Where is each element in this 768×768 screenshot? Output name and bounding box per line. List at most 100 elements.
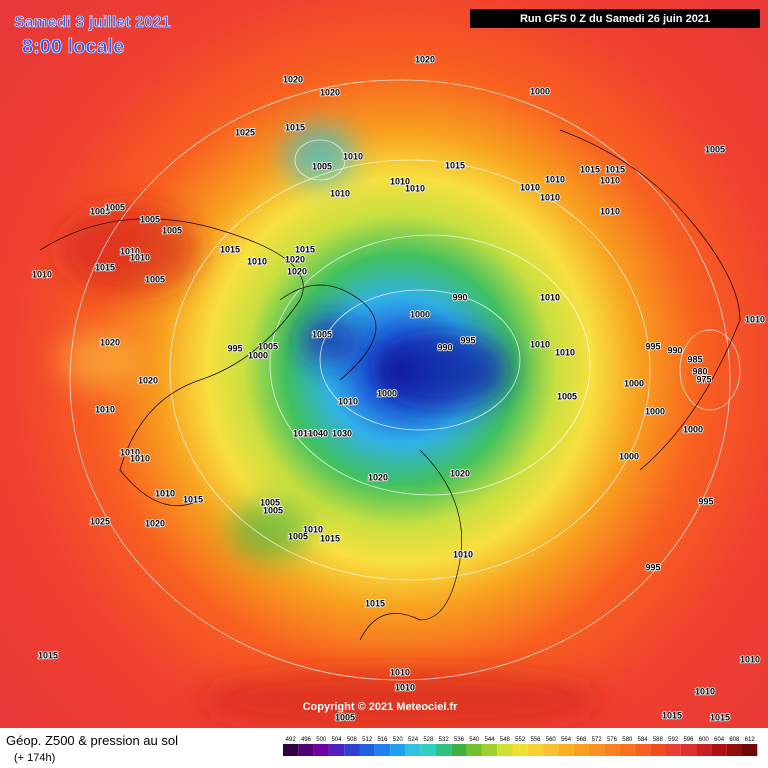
colorbar-swatch (558, 744, 574, 756)
colorbar-label: 576 (607, 737, 618, 743)
isobar-label: 1010 (740, 654, 760, 664)
time-label: 8:00 locale (22, 36, 124, 58)
isobar-label: 1040 (308, 428, 328, 438)
colorbar-label: 524 (408, 737, 419, 743)
colorbar-swatch (328, 744, 345, 756)
isobar-label: 1010 (338, 396, 358, 406)
isobar-label: 985 (687, 354, 702, 364)
colorbar-swatch (283, 744, 299, 756)
isobar-label: 1025 (235, 127, 255, 137)
isobar-label: 1010 (330, 188, 350, 198)
isobar-label: 1010 (390, 667, 410, 677)
isobar-label: 1015 (285, 122, 305, 132)
colorbar-label: 564 (561, 737, 572, 743)
isobar-label: 1005 (312, 329, 332, 339)
isobar-label: 1010 (600, 206, 620, 216)
isobar-label: 1010 (695, 686, 715, 696)
isobar-label: 1010 (120, 447, 140, 457)
isobar-label: 1010 (520, 182, 540, 192)
isobar-label: 1010 (600, 175, 620, 185)
colorbar-swatch (420, 744, 436, 756)
isobar-label: 1000 (645, 406, 665, 416)
isobar-label: 1010 (540, 192, 560, 202)
isobar-label: 1015 (38, 650, 58, 660)
copyright: Copyright © 2021 Meteociel.fr (303, 701, 459, 713)
colorbar-label: 492 (286, 737, 297, 743)
colorbar-swatch (589, 744, 605, 756)
colorbar-label: 548 (500, 737, 511, 743)
colorbar-label: 580 (622, 737, 633, 743)
isobar-label: 1015 (320, 533, 340, 543)
colorbar-swatch (543, 744, 559, 756)
colorbar-swatch (665, 744, 681, 756)
colorbar-swatch (527, 744, 544, 756)
isobar-label: 1000 (377, 388, 397, 398)
isobar-label: 1005 (260, 497, 280, 507)
isobar-label: 1010 (130, 252, 150, 262)
colorbar-label: 552 (515, 737, 526, 743)
colorbar-label: 512 (362, 737, 373, 743)
colorbar-swatch (512, 744, 528, 756)
isobar-label: 1020 (100, 337, 120, 347)
isobar-label: 1010 (453, 549, 473, 559)
colorbar-label: 560 (546, 737, 557, 743)
run-label: Run GFS 0 Z du Samedi 26 juin 2021 (520, 13, 710, 25)
colorbar-label: 596 (683, 737, 694, 743)
isobar-label: 990 (452, 292, 467, 302)
isobar-label: 1010 (303, 524, 323, 534)
colorbar-label: 532 (439, 737, 450, 743)
isobar-label: 1000 (624, 378, 644, 388)
colorbar-swatch (742, 744, 758, 756)
colorbar-label: 604 (714, 737, 725, 743)
colorbar-swatch (344, 744, 360, 756)
isobar-label: 1020 (285, 254, 305, 264)
colorbar-label: 508 (347, 737, 358, 743)
colorbar-swatch (497, 744, 513, 756)
isobar-label: 1020 (450, 468, 470, 478)
isobar-label: 980 (692, 366, 707, 376)
isobar-label: 1020 (320, 87, 340, 97)
colorbar-label: 520 (393, 737, 404, 743)
isobar-label: 1010 (247, 256, 267, 266)
colorbar-label: 516 (377, 737, 388, 743)
colorbar-swatch (481, 744, 498, 756)
colorbar-label: 528 (423, 737, 434, 743)
isobar-label: 1005 (335, 712, 355, 722)
isobar-label: 1015 (183, 494, 203, 504)
isobar-label: 1010 (395, 682, 415, 692)
isobar-label: 1020 (283, 74, 303, 84)
isobar-label: 995 (698, 496, 713, 506)
isobar-label: 1010 (155, 488, 175, 498)
isobar-label: 1010 (555, 347, 575, 357)
colorbar-label: 544 (485, 737, 496, 743)
isobar-label: 1015 (220, 244, 240, 254)
colorbar-label: 556 (530, 737, 541, 743)
isobar-label: 1005 (140, 214, 160, 224)
colorbar-swatch (634, 744, 651, 756)
isobars (69, 79, 741, 681)
isobar-label: 995 (227, 343, 242, 353)
isobar-label: 1000 (248, 350, 268, 360)
isobar-label: 1010 (293, 428, 313, 438)
colorbar-label: 584 (638, 737, 649, 743)
isobar-label: 1015 (295, 244, 315, 254)
colorbar-swatch (680, 744, 697, 756)
isobar-label: 1010 (545, 174, 565, 184)
colorbar-swatch (650, 744, 666, 756)
isobar-label: 1030 (332, 428, 352, 438)
isobar-label: 1010 (343, 151, 363, 161)
isobar-label: 1025 (90, 516, 110, 526)
isobar-label: 1015 (710, 712, 730, 722)
footer-title: Géop. Z500 & pression au sol (6, 733, 178, 748)
field-blobs (60, 125, 600, 730)
isobar-label: 1010 (390, 176, 410, 186)
isobar-label: 1015 (580, 164, 600, 174)
isobar-label: 1005 (263, 505, 283, 515)
colorbar-swatch (436, 744, 452, 756)
isobar-label: 1010 (120, 246, 140, 256)
isobar-label: 1020 (145, 518, 165, 528)
isobar-label: 1005 (162, 225, 182, 235)
isobar-label: 1020 (415, 54, 435, 64)
isobar-label: 1005 (105, 202, 125, 212)
colorbar-label: 540 (469, 737, 480, 743)
